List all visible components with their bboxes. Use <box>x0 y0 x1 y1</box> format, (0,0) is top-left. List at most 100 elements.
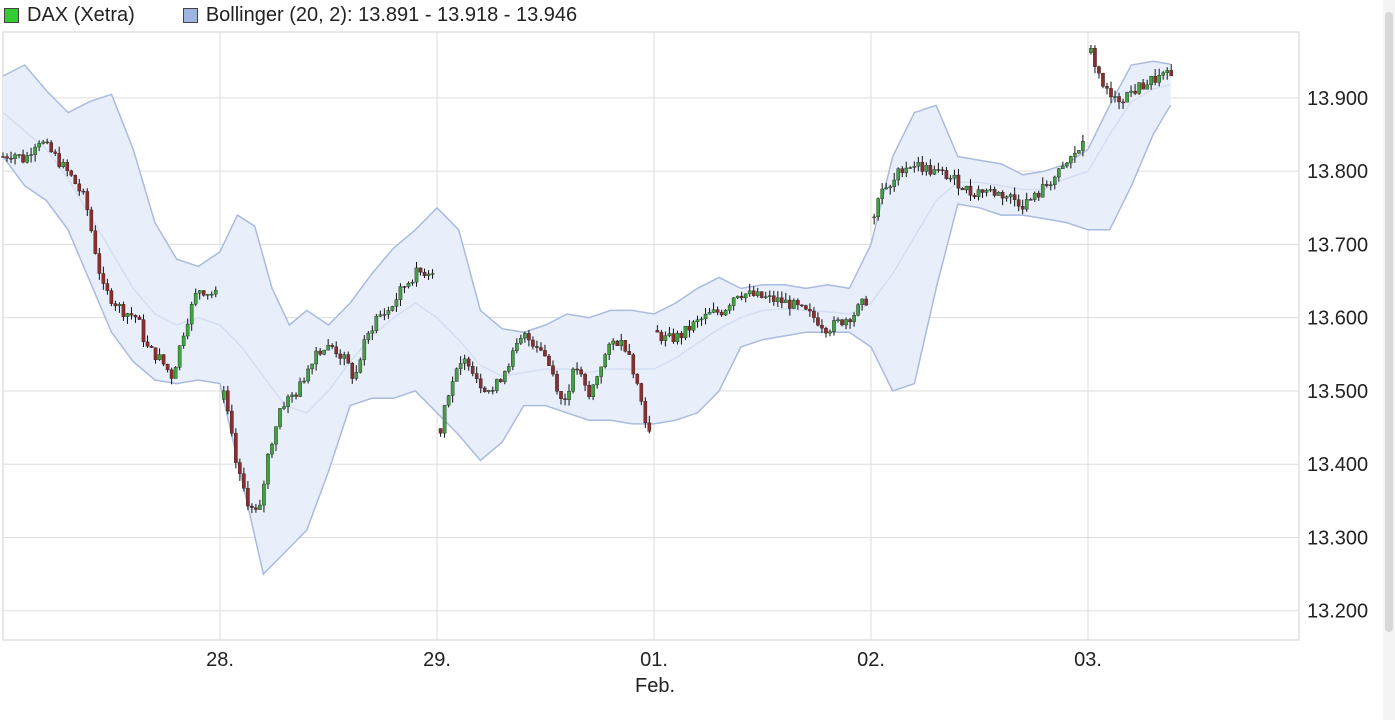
candle-body <box>559 391 563 399</box>
candle-body <box>238 462 242 474</box>
candle-body <box>1121 101 1125 104</box>
candle-body <box>719 312 724 316</box>
candle-body <box>221 390 226 400</box>
candle-body <box>274 426 278 445</box>
candle-body <box>780 297 784 304</box>
y-tick-label: 13.300 <box>1307 527 1368 549</box>
candle-body <box>1105 86 1109 89</box>
candle-body <box>306 368 310 382</box>
candle-body <box>177 345 182 368</box>
candle-body <box>438 428 443 434</box>
candle-body <box>137 316 142 320</box>
legend-item-bollinger[interactable]: Bollinger (20, 2): 13.891 - 13.918 - 13.… <box>182 4 577 27</box>
candle-body <box>667 333 672 336</box>
candle-body <box>470 365 475 374</box>
candle-body <box>984 190 989 193</box>
legend-item-dax[interactable]: DAX (Xetra) <box>4 4 135 27</box>
candle-body <box>1153 75 1157 83</box>
candle-body <box>358 359 363 373</box>
candle-body <box>1020 206 1025 210</box>
candle-body <box>703 313 708 320</box>
candle-body <box>836 319 840 321</box>
candle-body <box>679 333 684 338</box>
candle-body <box>41 141 45 144</box>
candle-body <box>531 339 535 347</box>
candle-body <box>932 169 937 175</box>
candle-body <box>209 293 214 296</box>
candle-body <box>767 295 772 297</box>
vertical-scrollbar[interactable] <box>1383 0 1395 720</box>
scrollbar-thumb[interactable] <box>1385 12 1393 632</box>
candle-body <box>759 291 764 298</box>
candle-body <box>952 174 957 179</box>
candle-body <box>1137 82 1141 94</box>
candle-body <box>940 169 945 171</box>
candle-body <box>294 394 298 397</box>
candle-body <box>535 346 539 348</box>
candle-body <box>342 354 347 359</box>
candle-body <box>161 354 166 365</box>
bollinger-band <box>2 60 1172 576</box>
candle-body <box>755 291 760 296</box>
candle-body <box>1145 84 1149 90</box>
candle-body <box>262 483 266 506</box>
candle-body <box>840 319 844 326</box>
y-tick-label: 13.800 <box>1307 161 1368 183</box>
candle-body <box>711 309 716 313</box>
candle-body <box>623 340 628 352</box>
candle-body <box>735 295 740 299</box>
candle-body <box>731 297 736 306</box>
candle-body <box>250 505 254 508</box>
candle-body <box>1149 75 1153 86</box>
candle-body <box>691 321 696 331</box>
candle-body <box>643 401 648 424</box>
candle-body <box>1057 168 1061 178</box>
candle-body <box>872 216 876 219</box>
candle-body <box>812 310 816 318</box>
candle-body <box>290 394 294 397</box>
bollinger-middle-line <box>2 83 1171 414</box>
candle-body <box>185 323 190 337</box>
candle-body <box>13 154 17 159</box>
bollinger-swatch-icon <box>182 7 198 23</box>
candle-body <box>197 290 202 294</box>
legend-label-dax: DAX (Xetra) <box>27 3 135 26</box>
candle-body <box>1161 72 1165 76</box>
candle-body <box>1165 70 1170 73</box>
candle-body <box>189 304 194 325</box>
candle-body <box>85 191 90 211</box>
candle-body <box>258 504 262 510</box>
candle-body <box>723 310 728 316</box>
candle-body <box>226 390 230 412</box>
candle-body <box>81 190 86 193</box>
candle-body <box>61 162 66 167</box>
candle-body <box>414 267 419 283</box>
candle-body <box>747 290 752 295</box>
candle-body <box>346 354 351 364</box>
candle-body <box>442 404 447 434</box>
dax-swatch-icon <box>4 7 19 23</box>
candle-body <box>1089 48 1093 54</box>
candle-body <box>9 157 13 160</box>
candle-body <box>1077 150 1081 154</box>
candle-body <box>89 209 94 231</box>
candle-body <box>555 373 559 392</box>
candle-body <box>619 340 624 346</box>
candle-body <box>816 317 820 326</box>
candle-body <box>422 271 427 277</box>
candle-body <box>378 314 383 317</box>
candle-body <box>1065 162 1069 167</box>
candle-body <box>318 350 322 355</box>
candle-body <box>543 350 547 357</box>
candle-body <box>230 410 234 434</box>
candle-body <box>390 306 395 311</box>
candle-body <box>996 192 1001 196</box>
candle-body <box>567 391 571 400</box>
candle-body <box>579 369 583 375</box>
candle-body <box>663 335 668 342</box>
candle-body <box>1141 82 1145 90</box>
candle-body <box>671 333 676 342</box>
candle-body <box>880 188 884 199</box>
candle-body <box>1117 96 1121 103</box>
